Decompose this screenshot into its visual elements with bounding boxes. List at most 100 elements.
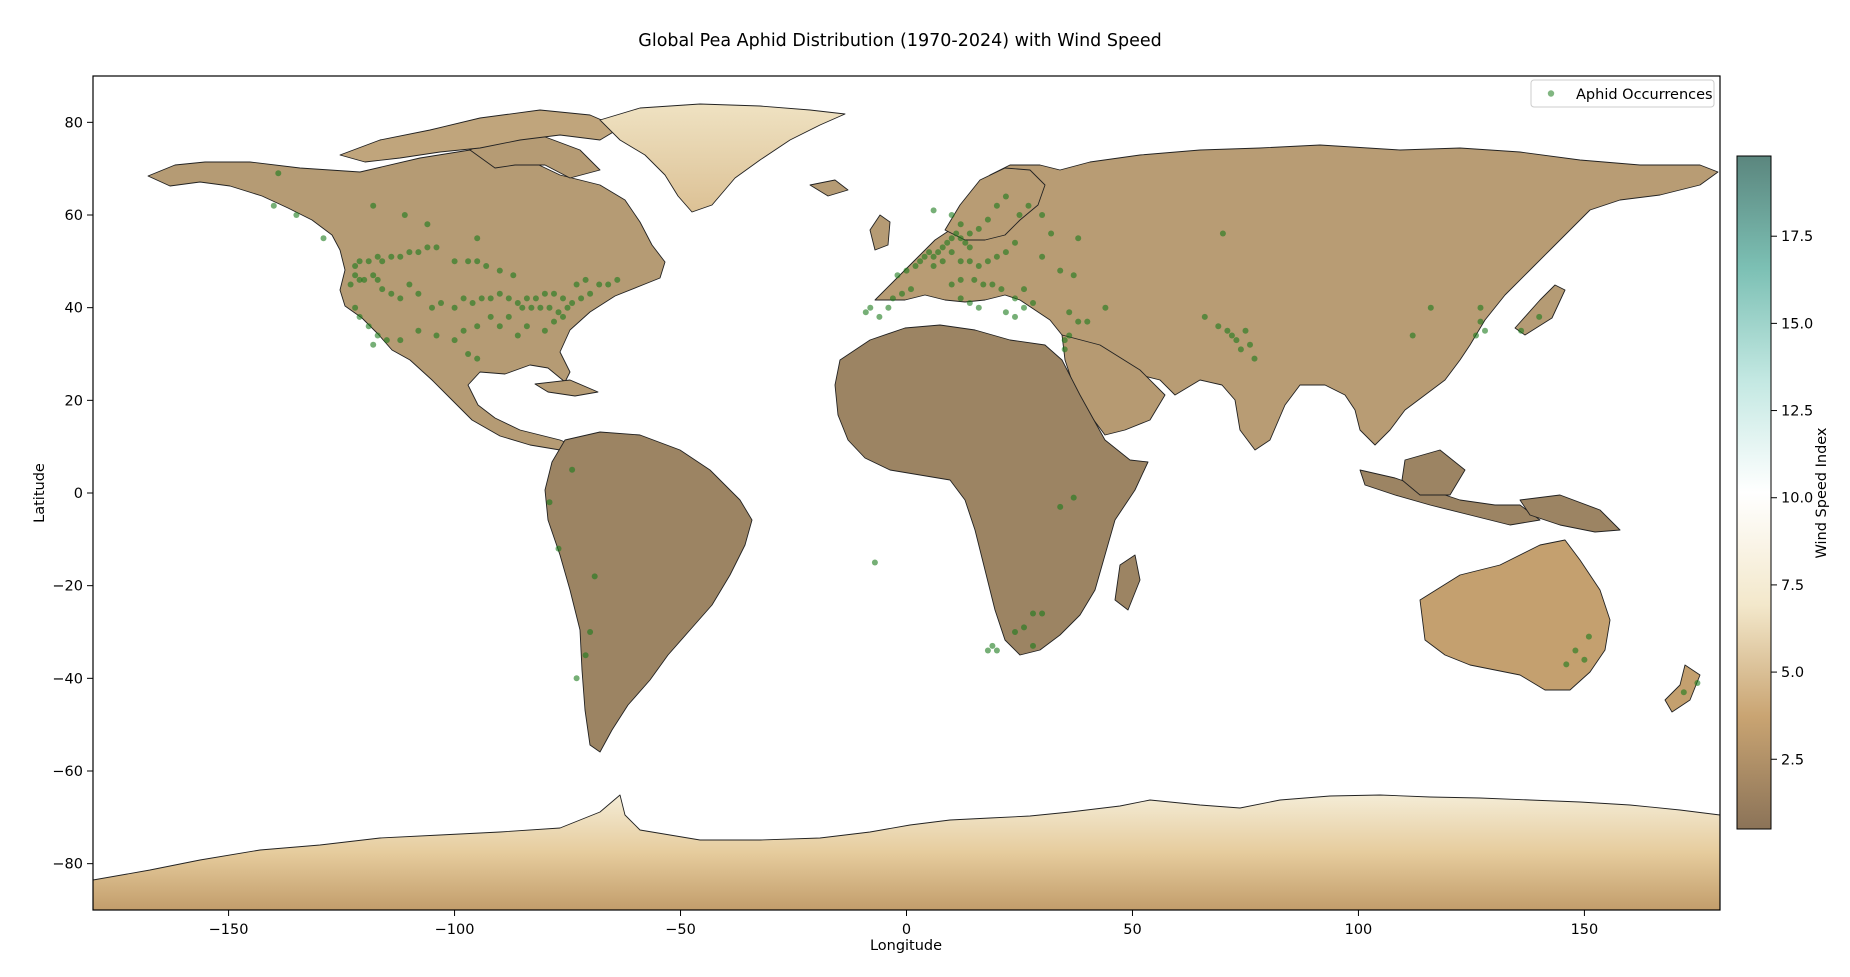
- y-tick-label: −80: [52, 857, 83, 873]
- aphid-occurrence-point: [487, 313, 494, 320]
- aphid-occurrence-point: [528, 304, 535, 311]
- landmass-japan: [1514, 284, 1566, 336]
- y-tick-label: 80: [65, 115, 83, 131]
- aphid-occurrence-point: [948, 249, 955, 256]
- aphid-occurrence-point: [966, 230, 973, 237]
- aphid-occurrence-point: [370, 341, 377, 348]
- aphid-occurrence-point: [1012, 239, 1018, 246]
- aphid-occurrence-point: [957, 258, 964, 265]
- aphid-occurrence-point: [401, 212, 408, 218]
- aphid-occurrence-point: [935, 249, 942, 256]
- aphid-occurrence-point: [1102, 304, 1109, 311]
- aphid-occurrence-point: [885, 304, 892, 311]
- aphid-occurrence-point: [1030, 642, 1036, 649]
- y-axis-label: Latitude: [32, 463, 48, 523]
- aphid-occurrence-point: [966, 258, 973, 265]
- aphid-occurrence-point: [438, 300, 444, 306]
- aphid-occurrence-point: [1201, 313, 1208, 320]
- aphid-occurrence-point: [899, 290, 905, 297]
- aphid-occurrence-point: [1084, 318, 1091, 325]
- aphid-occurrence-point: [1030, 610, 1036, 617]
- aphid-occurrence-point: [1002, 193, 1009, 200]
- aphid-occurrence-point: [496, 267, 503, 274]
- aphid-occurrence-point: [587, 290, 594, 297]
- aphid-occurrence-point: [926, 249, 933, 256]
- aphid-occurrence-point: [966, 244, 973, 251]
- aphid-occurrence-point: [957, 295, 964, 302]
- x-tick-label: 0: [902, 922, 911, 938]
- aphid-occurrence-point: [894, 272, 901, 279]
- aphid-occurrence-point: [352, 272, 359, 279]
- aphid-occurrence-point: [573, 281, 580, 288]
- aphid-occurrence-point: [889, 295, 896, 302]
- aphid-occurrence-point: [993, 202, 1000, 209]
- aphid-occurrence-point: [352, 304, 359, 311]
- landmass-australia: [1419, 539, 1611, 691]
- aphid-occurrence-point: [465, 258, 472, 265]
- landmass-arctic-archipelago: [339, 109, 621, 163]
- aphid-occurrence-point: [361, 276, 368, 283]
- legend-box: [1530, 79, 1715, 108]
- x-tick-label: −100: [435, 922, 475, 938]
- aphid-occurrence-point: [1070, 494, 1077, 501]
- colorbar-ticks: 2.5 5.0 7.5 10.0 12.5 15.0 17.5: [1771, 229, 1813, 768]
- aphid-occurrence-point: [1061, 337, 1068, 344]
- aphid-occurrence-point: [1025, 202, 1032, 209]
- landmass-new-zealand: [1664, 664, 1701, 713]
- colorbar: 2.5 5.0 7.5 10.0 12.5 15.0 17.5 Wind Speed Ind…: [1736, 155, 1830, 830]
- aphid-occurrence-point: [587, 629, 594, 635]
- aphid-occurrence-point: [424, 221, 431, 228]
- aphid-occurrence-point: [962, 239, 969, 246]
- aphid-occurrence-point: [984, 647, 991, 654]
- aphid-occurrence-point: [555, 309, 562, 316]
- aphid-occurrence-point: [966, 300, 973, 306]
- aphid-occurrence-point: [510, 272, 517, 279]
- aphid-occurrence-point: [1012, 629, 1018, 635]
- aphid-occurrence-point: [1563, 661, 1570, 668]
- aphid-occurrence-point: [993, 253, 1000, 260]
- aphid-occurrence-point: [939, 258, 946, 265]
- aphid-occurrence-point: [365, 258, 372, 265]
- aphid-occurrence-point: [1224, 327, 1231, 334]
- aphid-occurrence-point: [944, 239, 951, 246]
- x-tick-label: −150: [209, 922, 249, 938]
- aphid-occurrence-point: [984, 258, 991, 265]
- aphid-occurrence-point: [429, 304, 435, 311]
- aphid-occurrence-point: [514, 300, 521, 306]
- aphid-occurrence-point: [541, 327, 548, 334]
- aphid-occurrence-point: [867, 304, 874, 311]
- aphid-occurrence-point: [1039, 610, 1046, 617]
- aphid-occurrence-point: [1002, 249, 1009, 256]
- x-tick-label: 100: [1345, 922, 1373, 938]
- aphid-occurrence-point: [1228, 332, 1235, 339]
- aphid-occurrence-point: [474, 323, 481, 330]
- aphid-occurrence-point: [1057, 503, 1064, 510]
- aphid-occurrence-point: [1572, 647, 1579, 654]
- aphid-occurrence-point: [975, 304, 982, 311]
- aphid-occurrence-point: [930, 263, 937, 269]
- colorbar-tick-label: 15.0: [1781, 316, 1813, 332]
- aphid-occurrence-point: [953, 230, 960, 237]
- aphid-occurrence-point: [948, 212, 955, 218]
- y-tick-label: −20: [52, 579, 83, 595]
- aphid-occurrence-point: [388, 290, 395, 297]
- aphid-occurrence-point: [1482, 327, 1488, 334]
- aphid-occurrence-point: [415, 290, 422, 297]
- aphid-occurrence-point: [1219, 230, 1226, 237]
- y-tick-label: −60: [52, 764, 83, 780]
- aphid-occurrence-point: [1021, 624, 1027, 631]
- landmass-borneo: [1401, 449, 1466, 496]
- aphid-occurrence-point: [862, 309, 869, 316]
- aphid-occurrence-point: [474, 235, 481, 242]
- aphid-occurrence-point: [998, 286, 1005, 293]
- aphid-occurrence-point: [370, 272, 377, 279]
- aphid-occurrence-point: [989, 642, 996, 649]
- colorbar-bar: [1736, 155, 1772, 830]
- aphid-occurrence-point: [519, 304, 526, 311]
- aphid-occurrence-point: [917, 258, 924, 265]
- aphid-occurrence-point: [1048, 230, 1055, 237]
- aphid-occurrence-point: [356, 276, 363, 283]
- y-axis-ticks: 80 60 40 20 0 −20 −40 −60 −80: [52, 115, 93, 873]
- aphid-occurrence-point: [275, 170, 282, 177]
- aphid-occurrence-point: [347, 281, 354, 288]
